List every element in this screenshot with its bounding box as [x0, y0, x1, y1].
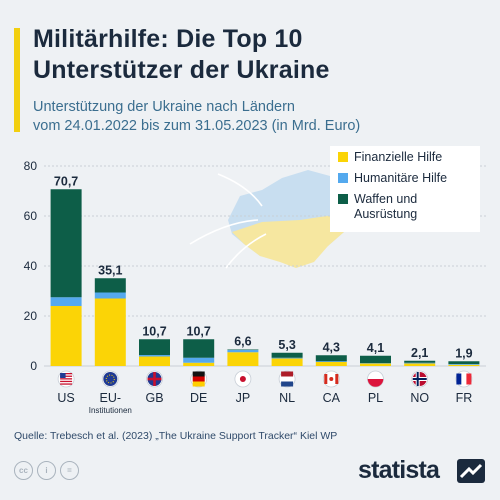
chart-subtitle-line1: Unterstützung der Ukraine nach Ländern	[33, 99, 295, 115]
legend-box	[330, 146, 480, 232]
equals-icon: =	[60, 461, 79, 480]
bar-humanitarian-3	[183, 357, 215, 363]
bar-weapons-3	[183, 339, 215, 358]
bar-financial-7	[360, 363, 391, 366]
bar-financial-5	[271, 358, 303, 366]
data-label-5: 5,3	[278, 338, 295, 352]
map-arrow-2	[189, 219, 259, 245]
data-label-7: 4,1	[367, 341, 384, 355]
map-arrow-1	[217, 173, 263, 207]
bar-weapons-8	[404, 360, 436, 363]
x-tick-label-7: PL	[368, 391, 383, 405]
x-tick-label-8: NO	[410, 391, 429, 405]
bar-humanitarian-5	[271, 357, 303, 359]
flag-stripes-8	[412, 372, 427, 386]
data-label-0: 70,7	[54, 174, 78, 188]
data-label-9: 1,9	[455, 346, 472, 360]
flag-stripes-7	[367, 379, 384, 387]
legend-label-line2-2: Ausrüstung	[354, 207, 417, 221]
legend-swatch-2	[338, 194, 348, 204]
legend-label-2: Waffen und	[354, 192, 417, 206]
data-label-4: 6,6	[234, 335, 251, 349]
chart-title-line1: Militärhilfe: Die Top 10	[33, 25, 303, 53]
chart-title: Militärhilfe: Die Top 10 Unterstützer de…	[33, 24, 473, 86]
data-label-3: 10,7	[187, 324, 211, 338]
x-tick-label-line2-1: Institutionen	[89, 406, 132, 415]
y-tick-label-80: 80	[24, 159, 38, 173]
chart-subtitle: Unterstützung der Ukraine nach Ländern v…	[33, 98, 473, 136]
legend-label-0: Finanzielle Hilfe	[354, 150, 442, 164]
brand-logo-text: statista	[358, 456, 440, 484]
source-note: Quelle: Trebesch et al. (2023) „The Ukra…	[14, 430, 338, 442]
x-tick-label-0: US	[57, 391, 74, 405]
bar-financial-1	[94, 298, 126, 366]
bar-humanitarian-9	[448, 364, 480, 365]
flag-stripes-6	[324, 374, 339, 384]
chart-title-line2: Unterstützer der Ukraine	[33, 56, 330, 84]
bar-weapons-7	[360, 355, 391, 363]
legend-label-1: Humanitäre Hilfe	[354, 171, 447, 185]
bar-weapons-6	[315, 355, 347, 362]
bar-financial-2	[139, 356, 170, 366]
bar-humanitarian-7	[360, 363, 391, 364]
flag-stripes-0	[60, 373, 73, 385]
y-tick-label-40: 40	[24, 259, 38, 273]
legend: Finanzielle Hilfe Humanitäre Hilfe Waffen …	[330, 146, 480, 232]
bar-weapons-5	[271, 352, 303, 358]
bar-weapons-4	[227, 349, 259, 350]
bar-humanitarian-2	[139, 355, 170, 357]
title-accent-bar	[14, 28, 20, 132]
bar-financial-9	[448, 364, 480, 366]
bar-financial-3	[183, 362, 215, 366]
legend-swatch-0	[338, 152, 348, 162]
info-icon: i	[37, 461, 56, 480]
flag-stripes-4	[239, 376, 246, 382]
bar-humanitarian-6	[315, 361, 347, 362]
bar-financial-4	[227, 352, 259, 366]
license-icons: cc i =	[14, 461, 79, 480]
x-tick-label-1: EU-	[100, 391, 122, 405]
map-arrow-3	[225, 233, 267, 269]
x-tick-label-9: FR	[456, 391, 473, 405]
x-tick-label-3: DE	[190, 391, 207, 405]
data-label-6: 4,3	[323, 340, 340, 354]
bar-humanitarian-0	[50, 297, 82, 306]
y-tick-label-20: 20	[24, 309, 38, 323]
y-tick-label-60: 60	[24, 209, 38, 223]
flag-stripes-2	[147, 372, 162, 386]
flag-stripes-9	[456, 373, 472, 385]
y-tick-label-0: 0	[30, 359, 37, 373]
flag-stripes-3	[192, 371, 205, 387]
bar-weapons-1	[94, 278, 126, 293]
x-tick-label-6: CA	[323, 391, 341, 405]
chart-subtitle-line2: vom 24.01.2022 bis zum 31.05.2023 (in Mr…	[33, 118, 361, 134]
x-tick-label-4: JP	[236, 391, 251, 405]
x-tick-label-2: GB	[145, 391, 163, 405]
bar-financial-0	[50, 306, 82, 366]
bar-humanitarian-4	[227, 350, 259, 353]
data-label-8: 2,1	[411, 346, 428, 360]
legend-swatch-1	[338, 173, 348, 183]
data-label-2: 10,7	[142, 324, 166, 338]
bar-financial-8	[404, 363, 436, 366]
data-label-1: 35,1	[98, 263, 122, 277]
ukraine-map-illustration	[189, 170, 352, 269]
map-yellow-part	[232, 212, 352, 268]
bar-weapons-0	[50, 189, 82, 298]
bar-weapons-2	[139, 339, 170, 355]
x-tick-label-5: NL	[279, 391, 295, 405]
bar-weapons-9	[448, 361, 480, 364]
bar-humanitarian-8	[404, 362, 436, 364]
flag-stripes-1	[103, 372, 118, 386]
statista-logo-icon	[457, 459, 485, 483]
flag-stripes-5	[281, 371, 294, 387]
bar-financial-6	[315, 362, 347, 366]
cc-icon: cc	[14, 461, 33, 480]
bar-humanitarian-1	[94, 292, 126, 299]
